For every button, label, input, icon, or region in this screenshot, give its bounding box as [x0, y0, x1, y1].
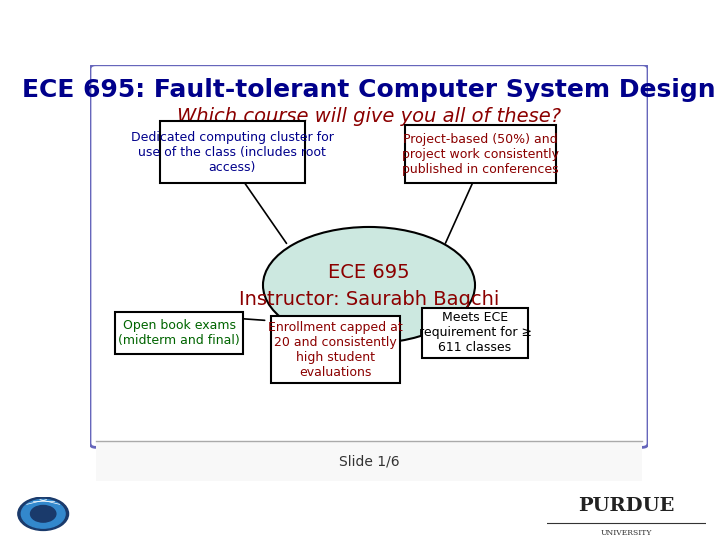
Ellipse shape [263, 227, 475, 343]
Text: Dedicated computing cluster for
use of the class (includes root
access): Dedicated computing cluster for use of t… [131, 131, 334, 174]
Text: Project-based (50%) and
project work consistently
published in conferences: Project-based (50%) and project work con… [402, 133, 559, 176]
Text: UNIVERSITY: UNIVERSITY [600, 529, 652, 537]
FancyBboxPatch shape [405, 125, 556, 183]
Text: Enrollment capped at
20 and consistently
high student
evaluations: Enrollment capped at 20 and consistently… [268, 321, 403, 379]
FancyBboxPatch shape [115, 312, 243, 354]
Text: ECE 695: ECE 695 [328, 263, 410, 282]
Text: Instructor: Saurabh Bagchi: Instructor: Saurabh Bagchi [239, 290, 499, 309]
FancyBboxPatch shape [271, 316, 400, 383]
Text: ECE 695: Fault-tolerant Computer System Design: ECE 695: Fault-tolerant Computer System … [22, 78, 716, 102]
Circle shape [22, 500, 65, 528]
Circle shape [30, 505, 56, 522]
Text: Which course will give you all of these?: Which course will give you all of these? [177, 107, 561, 126]
FancyBboxPatch shape [422, 308, 528, 358]
Text: Slide 1/6: Slide 1/6 [338, 455, 400, 469]
Text: PURDUE: PURDUE [578, 497, 675, 515]
Text: Open book exams
(midterm and final): Open book exams (midterm and final) [118, 319, 240, 347]
FancyBboxPatch shape [90, 65, 648, 447]
FancyBboxPatch shape [96, 441, 642, 481]
FancyBboxPatch shape [160, 121, 305, 183]
Text: Meets ECE
requirement for ≥
611 classes: Meets ECE requirement for ≥ 611 classes [418, 312, 531, 354]
Circle shape [18, 497, 68, 530]
